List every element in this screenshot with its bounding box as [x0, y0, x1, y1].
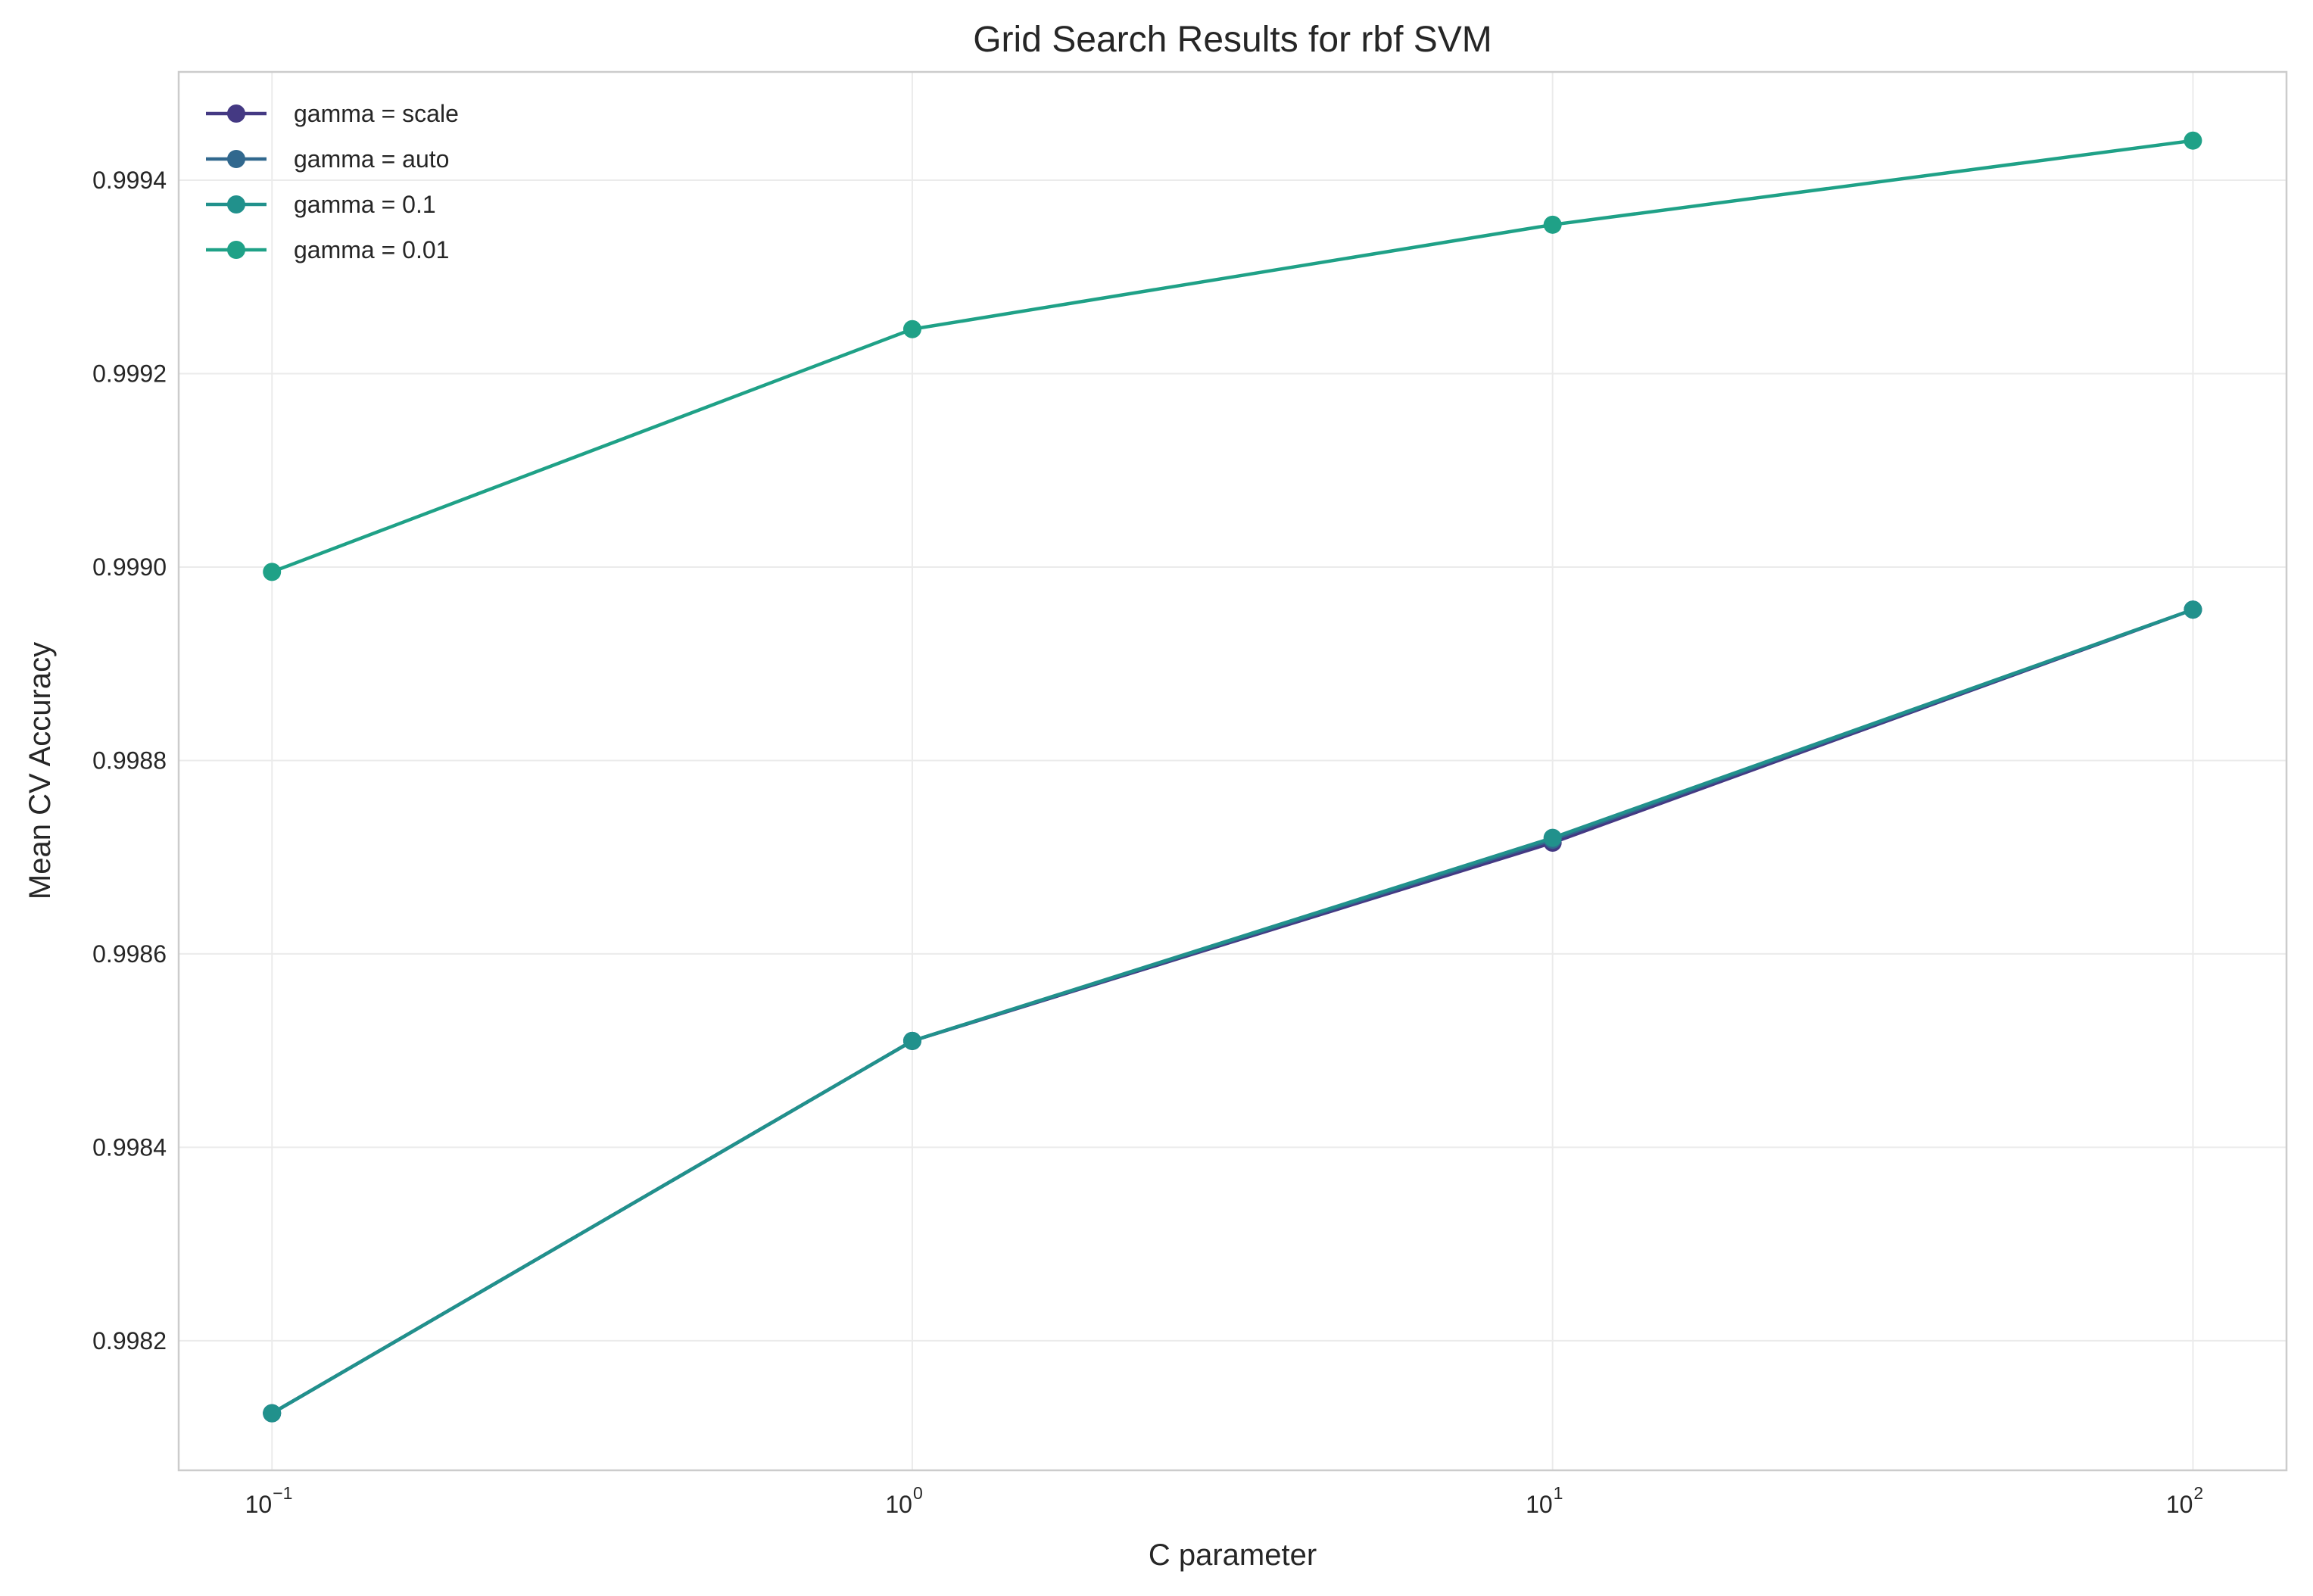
data-point [1543, 215, 1562, 234]
legend-label: gamma = 0.1 [294, 191, 436, 218]
series-line [271, 608, 2194, 1415]
plot-frame [177, 70, 2288, 1472]
x-tick-label: 10 0 [885, 1483, 922, 1518]
y-tick-label: 0.9986 [92, 940, 167, 968]
legend-marker [227, 104, 245, 123]
legend-label: gamma = auto [294, 145, 449, 173]
series-line [271, 139, 2193, 574]
y-tick-label: 0.9982 [92, 1327, 167, 1354]
legend-entry: gamma = scale [206, 100, 459, 127]
legend: gamma = scale gamma = auto gamma = 0.1 gamm… [206, 100, 459, 263]
data-point [263, 563, 282, 581]
legend-entry: gamma = 0.1 [206, 191, 436, 218]
x-axis-ticks: 10 −1 10 0 10 1 10 2 [245, 1483, 2204, 1518]
data-point [902, 320, 921, 338]
x-tick-base: 10 [2166, 1491, 2193, 1518]
x-axis-label: C parameter [1149, 1538, 1317, 1572]
data-point [1543, 828, 1562, 847]
series [263, 600, 2202, 1423]
x-tick-label: 10 1 [1526, 1483, 1563, 1518]
plot-area [179, 72, 2287, 1470]
x-tick-exponent: −1 [273, 1483, 292, 1503]
chart-title: Grid Search Results for rbf SVM [973, 20, 1492, 60]
series-layer [263, 131, 2202, 1423]
legend-entry: gamma = auto [206, 145, 449, 173]
data-point [902, 1031, 921, 1050]
legend-label: gamma = 0.01 [294, 236, 449, 263]
legend-entry: gamma = 0.01 [206, 236, 449, 263]
y-axis-label: Mean CV Accuracy [23, 642, 57, 899]
x-tick-base: 10 [1526, 1491, 1553, 1518]
x-tick-exponent: 1 [1554, 1483, 1563, 1503]
data-point [2184, 600, 2202, 619]
legend-marker [227, 150, 245, 168]
y-tick-label: 0.9984 [92, 1133, 167, 1161]
y-tick-label: 0.9990 [92, 553, 167, 581]
series [263, 131, 2202, 581]
legend-marker [227, 195, 245, 214]
y-axis-ticks: 0.9982 0.9984 0.9986 0.9988 0.9990 0.9992 0.99… [92, 167, 167, 1354]
grid [179, 72, 2287, 1470]
y-tick-label: 0.9994 [92, 167, 167, 194]
x-tick-base: 10 [245, 1491, 273, 1518]
data-point [263, 1404, 282, 1423]
x-tick-base: 10 [885, 1491, 912, 1518]
x-tick-label: 10 2 [2166, 1483, 2203, 1518]
legend-marker [227, 241, 245, 259]
y-tick-label: 0.9988 [92, 747, 167, 774]
x-tick-exponent: 0 [913, 1483, 923, 1503]
legend-label: gamma = scale [294, 100, 459, 127]
x-tick-label: 10 −1 [245, 1483, 293, 1518]
data-point [2184, 131, 2202, 150]
x-tick-exponent: 2 [2193, 1483, 2203, 1503]
y-tick-label: 0.9992 [92, 360, 167, 388]
